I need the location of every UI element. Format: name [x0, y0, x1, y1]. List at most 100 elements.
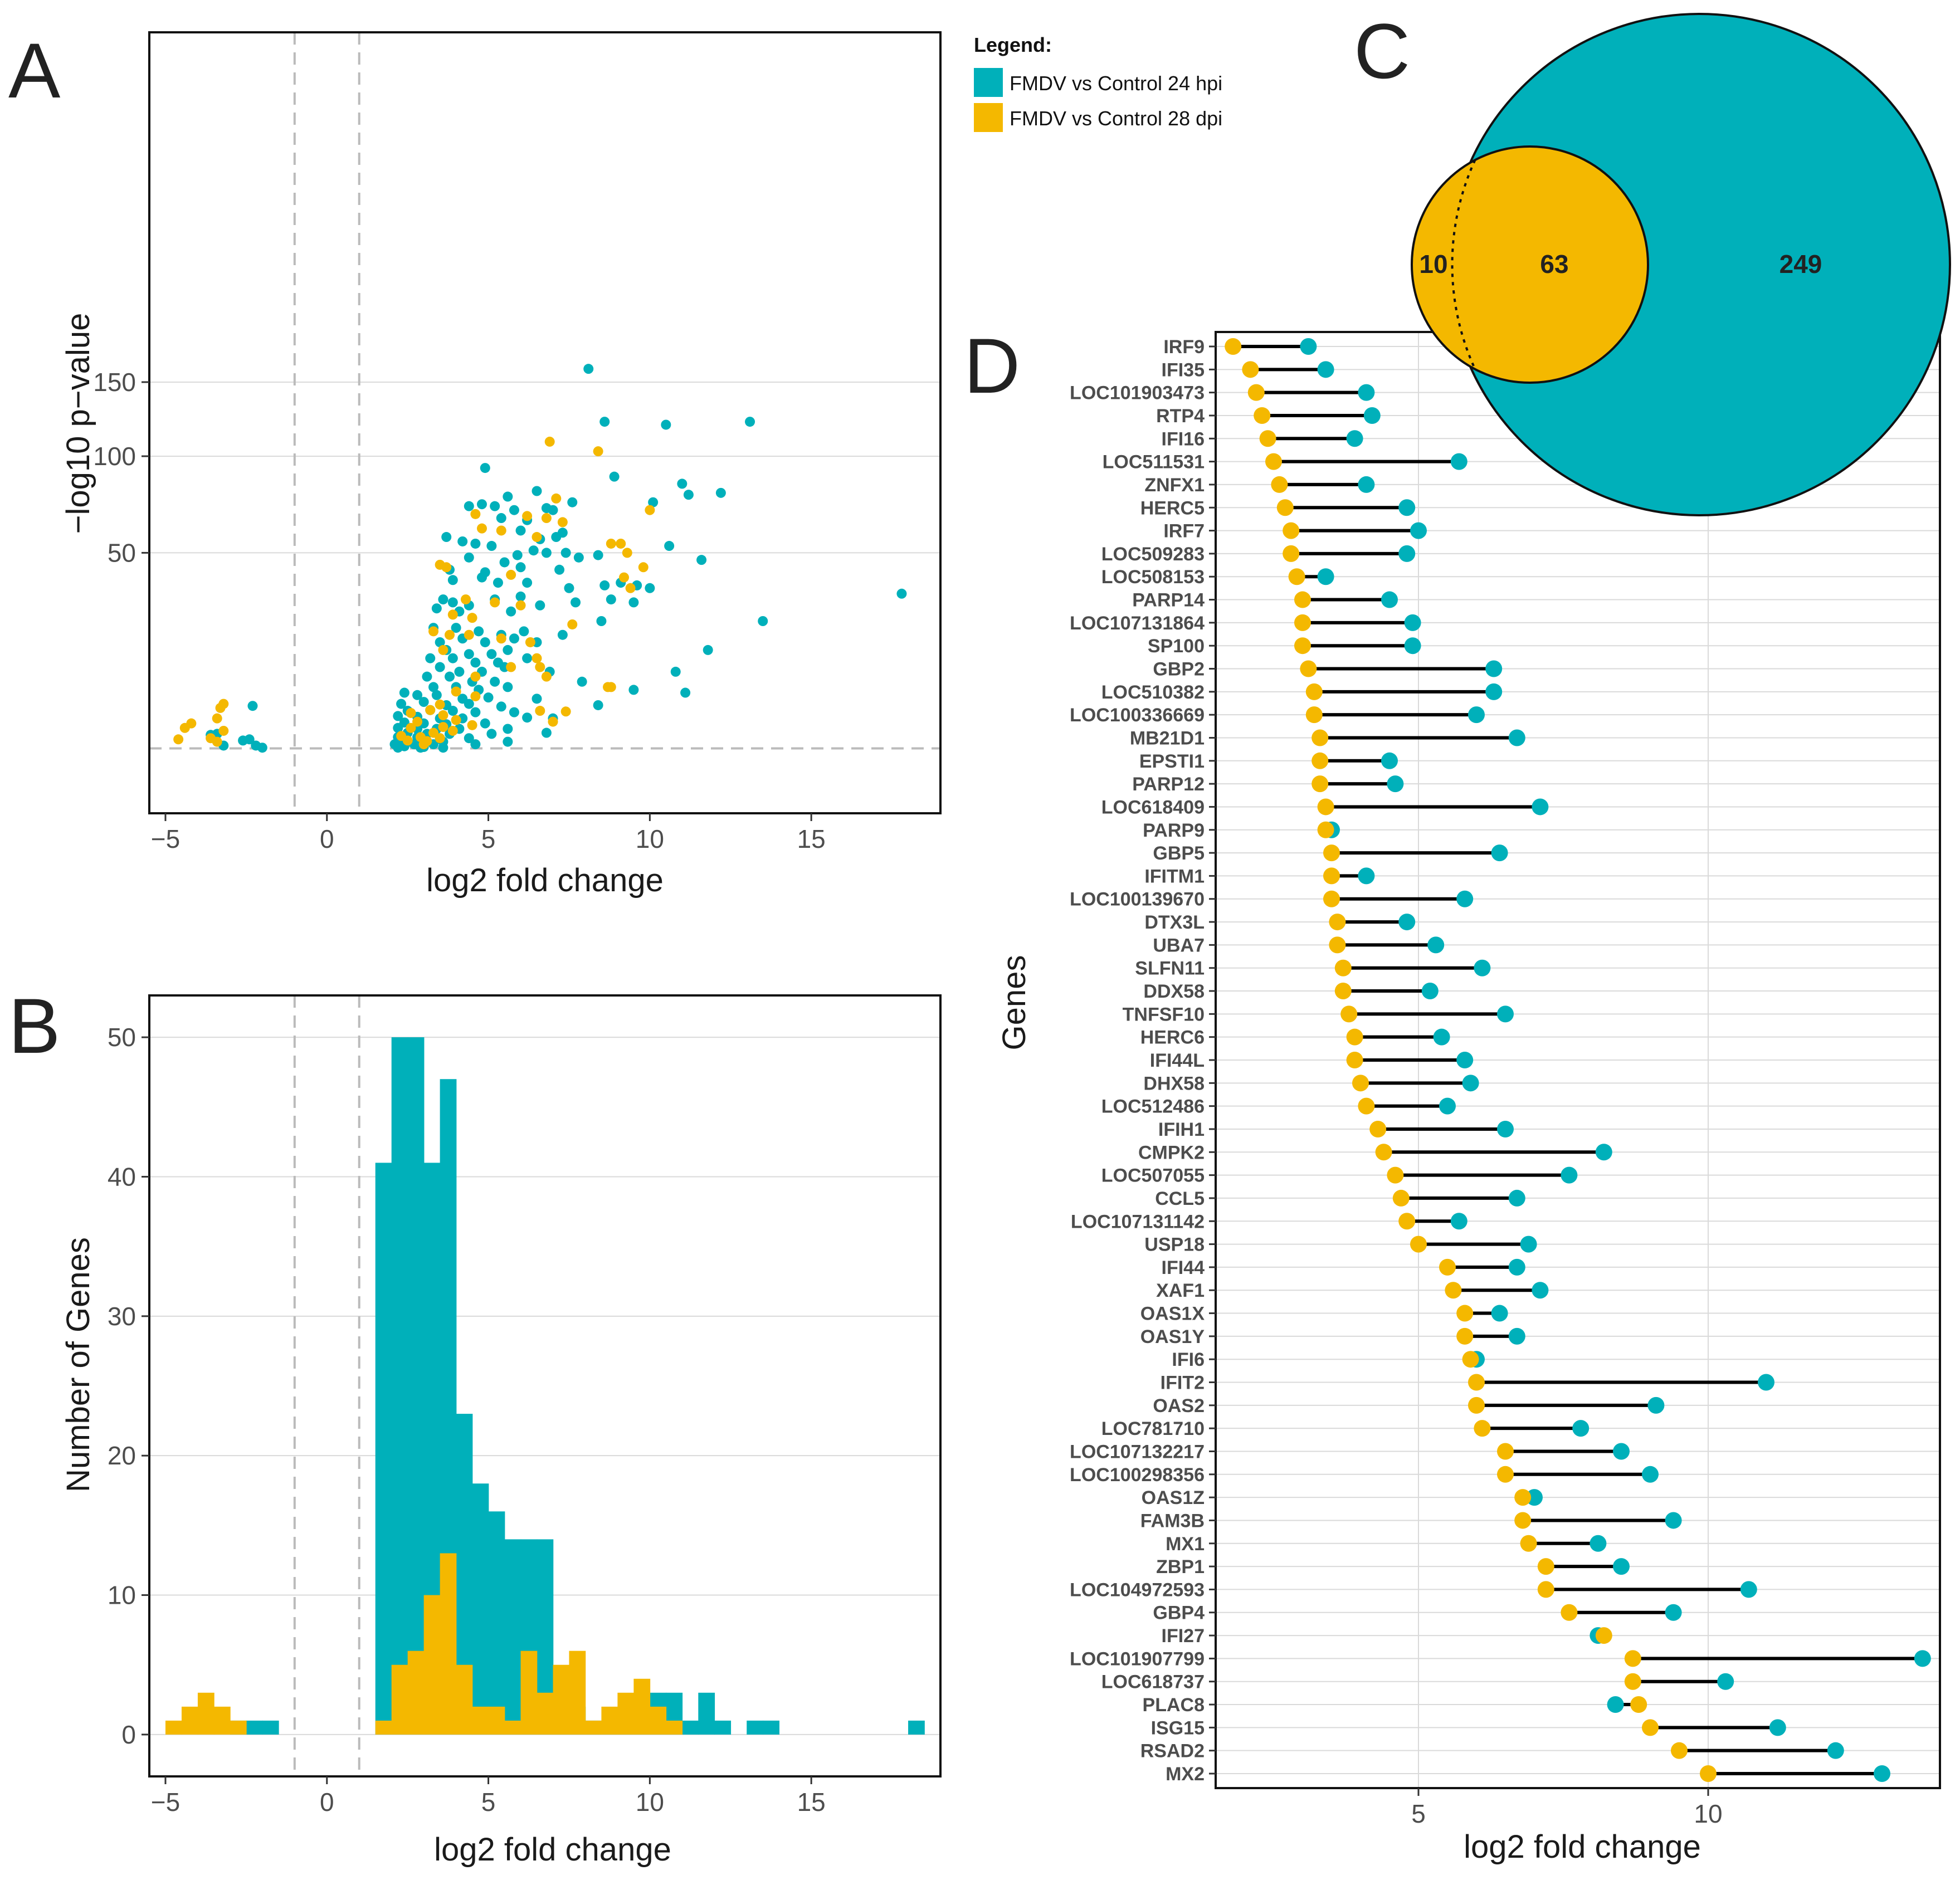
panel-letter-b: B [8, 982, 60, 1070]
panel-b-bar-24hpi [763, 1720, 780, 1735]
panel-a-point-24hpi [464, 649, 474, 660]
panel-a-point-28dpi [406, 722, 416, 733]
panel-a-point-24hpi [548, 505, 558, 515]
panel-a-x-tick-label: 0 [320, 824, 334, 853]
panel-b-y-tick-label: 10 [108, 1581, 136, 1610]
panel-a-point-24hpi [609, 471, 620, 482]
panel-b-bar-28dpi [537, 1692, 554, 1735]
panel-a-point-28dpi [606, 682, 616, 692]
legend: Legend: FMDV vs Control 24 hpi FMDV vs C… [974, 33, 1222, 132]
panel-a-point-24hpi [464, 552, 474, 563]
panel-a-point-24hpi [447, 653, 458, 663]
panel-a-point-24hpi [438, 743, 448, 753]
panel-b-x-tick-label: 5 [481, 1788, 496, 1816]
panel-d-gene-label: ISG15 [1151, 1717, 1205, 1739]
panel-a-point-28dpi [212, 736, 222, 747]
venn-circle-28dpi [1411, 145, 1649, 384]
panel-a-point-24hpi [454, 666, 465, 677]
panel-a-point-24hpi [393, 711, 403, 721]
panel-b-bar-24hpi [714, 1720, 732, 1735]
panel-d-point-28dpi [1311, 752, 1329, 769]
panel-b-bar-28dpi [472, 1706, 489, 1735]
panel-d-gene-label: IFI44L [1150, 1050, 1205, 1071]
panel-d-point-24hpi [1827, 1742, 1844, 1759]
panel-d-point-28dpi [1398, 1213, 1416, 1230]
panel-d-x-tick-label: 10 [1694, 1799, 1722, 1828]
panel-a-point-28dpi [412, 716, 423, 727]
panel-a-point-24hpi [509, 505, 519, 515]
panel-b-bar-24hpi [908, 1720, 925, 1735]
panel-a-point-24hpi [451, 623, 461, 633]
panel-a-point-24hpi [503, 491, 513, 502]
panel-a-point-28dpi [461, 594, 471, 605]
panel-a-point-24hpi [519, 626, 529, 637]
panel-d-point-24hpi [1468, 706, 1485, 724]
panel-a-point-28dpi [496, 633, 506, 644]
panel-d-point-28dpi [1352, 1075, 1369, 1092]
panel-a-point-24hpi [571, 597, 581, 608]
panel-a-point-28dpi [428, 626, 439, 637]
panel-d-gene-label: MX2 [1166, 1764, 1205, 1785]
panel-d-point-28dpi [1323, 844, 1340, 862]
panel-a-point-28dpi [438, 644, 448, 655]
panel-d-gene-label: OAS2 [1153, 1395, 1205, 1417]
panel-a-point-24hpi [470, 739, 481, 750]
panel-a-point-24hpi [567, 497, 578, 507]
panel-d-point-24hpi [1387, 775, 1404, 793]
panel-d-point-28dpi [1497, 1443, 1514, 1460]
panel-b-bar-28dpi [456, 1664, 473, 1735]
panel-a-point-28dpi [490, 597, 500, 608]
panel-a-point-24hpi [445, 671, 455, 682]
panel-d-gene-label: CCL5 [1155, 1188, 1205, 1209]
panel-d-point-24hpi [1508, 1327, 1525, 1345]
panel-d-gene-label: LOC107131142 [1071, 1211, 1205, 1232]
panel-a-point-24hpi [680, 687, 691, 698]
panel-a-point-24hpi [645, 583, 655, 593]
panel-a-point-28dpi [506, 569, 516, 580]
panel-a-point-24hpi [593, 700, 603, 710]
panel-d-point-28dpi [1520, 1535, 1537, 1552]
panel-letter-a: A [8, 27, 61, 114]
panel-d-point-24hpi [1595, 1144, 1612, 1161]
panel-d-point-24hpi [1433, 1028, 1450, 1046]
panel-b-bar-24hpi [391, 1037, 408, 1735]
panel-d-point-28dpi [1537, 1581, 1554, 1598]
panel-d-gene-label: LOC100298356 [1070, 1464, 1205, 1486]
panel-d-gene-label: IRF9 [1163, 336, 1205, 358]
panel-d-gene-label: LOC618737 [1101, 1672, 1205, 1693]
panel-d-point-28dpi [1294, 637, 1311, 655]
panel-a-point-24hpi [486, 541, 497, 551]
panel-d-point-24hpi [1381, 591, 1398, 608]
panel-d-point-28dpi [1468, 1396, 1485, 1414]
panel-a-point-24hpi [522, 578, 533, 588]
panel-d-point-28dpi [1624, 1673, 1641, 1690]
panel-d-point-24hpi [1642, 1466, 1659, 1483]
panel-d-gene-label: LOC511531 [1103, 452, 1205, 473]
panel-b-x-tick-label: 10 [636, 1788, 664, 1816]
panel-letter-c: C [1354, 7, 1410, 95]
panel-d-point-28dpi [1265, 453, 1282, 470]
panel-d-gene-label: IFI27 [1162, 1625, 1205, 1647]
panel-d-point-24hpi [1665, 1604, 1682, 1621]
panel-d-point-28dpi [1700, 1765, 1717, 1782]
panel-a-point-24hpi [528, 545, 539, 556]
panel-d-point-24hpi [1590, 1535, 1607, 1552]
panel-d-point-24hpi [1300, 338, 1317, 355]
panel-d-point-28dpi [1294, 614, 1311, 631]
panel-a-point-24hpi [470, 657, 481, 668]
panel-a-point-28dpi [476, 523, 487, 534]
panel-d-point-28dpi [1630, 1696, 1647, 1713]
panel-a-point-28dpi [406, 707, 416, 718]
panel-a-point-24hpi [503, 736, 513, 747]
panel-b-bar-24hpi [682, 1720, 699, 1735]
panel-d-point-24hpi [1404, 637, 1421, 655]
panel-b-bar-28dpi [553, 1664, 570, 1735]
panel-a-point-24hpi [257, 743, 267, 753]
panel-d-point-28dpi [1456, 1327, 1474, 1345]
panel-d-gene-label: FAM3B [1140, 1510, 1205, 1531]
panel-d-point-24hpi [1456, 1052, 1474, 1068]
panel-d-point-24hpi [1450, 453, 1467, 470]
panel-b-bar-28dpi [407, 1651, 425, 1735]
panel-d-point-28dpi [1358, 1097, 1375, 1115]
